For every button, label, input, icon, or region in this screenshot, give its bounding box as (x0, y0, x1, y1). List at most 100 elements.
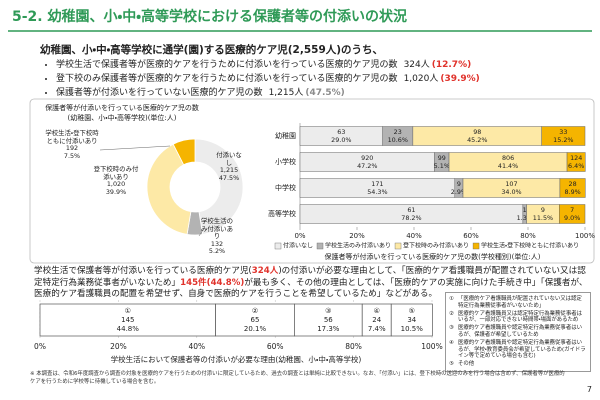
bar-count: 63 (337, 128, 345, 136)
bullet-text: 保護者等が付添いを行っていない医療的ケア児の数 (56, 88, 263, 98)
legend-number: ⑤ (449, 361, 454, 368)
legend-number: ② (449, 310, 454, 317)
bar-pct: 47.2% (357, 162, 377, 170)
bar-segment (566, 152, 586, 172)
segment-count: 24 (372, 316, 381, 324)
bar-pct: 45.2% (467, 136, 487, 144)
donut-label-value: 192 (65, 144, 79, 153)
x-tick-label: 40% (406, 232, 422, 240)
segment-pct: 44.8% (117, 325, 140, 333)
x-tick-label: 100% (421, 342, 442, 351)
bar-segment (559, 204, 586, 224)
segment-count: 145 (121, 316, 134, 324)
bar-pct: 1.3% (517, 214, 533, 222)
donut-label-name: 学校生活のみ付添いあり (201, 217, 233, 241)
bar-pct: 9.0% (564, 214, 580, 222)
x-tick-label: 60% (267, 342, 284, 351)
segment-number: ④ (374, 307, 380, 315)
title: 5-2. 幼稚園、小・中・高等学校における保護者等の付添いの状況 (12, 9, 408, 25)
legend-swatch (472, 242, 480, 250)
bar-count: 9 (457, 180, 461, 188)
donut-label: 登下校時のみ付添いあり 1,020 39.9% (92, 165, 140, 196)
donut-label-value: 1,020 (106, 180, 126, 189)
bullet-count: 1,215人 (268, 88, 304, 98)
segment-pct: 7.4% (368, 325, 386, 333)
legend-text: 医療的ケア看護職員又は認定特定行為業務従事者はいるが、一部対応できない時間帯・場… (458, 310, 582, 324)
bullet-pct: (47.5%) (305, 88, 345, 98)
legend-item: ④ 医療的ケア看護職員や認定特定行為業務従事者はいるが、学校・教育委員会が希望して… (449, 340, 587, 360)
bar-count: 107 (505, 180, 517, 188)
bar-pct: 11.5% (533, 214, 553, 222)
bar-pct: 2.9% (451, 188, 467, 196)
donut-label-name: 登下校時のみ付添いあり (93, 165, 139, 181)
paragraph: 学校生活で保護者等が付添いを行っている医療的ケア児(324人)の付添いが必要な理… (34, 266, 590, 301)
bullet-count: 324人 (403, 60, 430, 70)
paragraph-text: 324人 (251, 266, 279, 276)
bar-count: 28 (569, 180, 577, 188)
legend-number: ③ (449, 325, 454, 332)
bar-count: 124 (570, 154, 582, 162)
legend-label: 学校生活・登下校時ともに付添いあり (481, 242, 579, 250)
x-tick-label: 80% (520, 232, 536, 240)
x-tick-label: 100% (575, 232, 595, 240)
legend-number: ④ (449, 339, 454, 346)
bar-count: 171 (371, 180, 383, 188)
chart-title: 学校生活において保護者等の付添いが必要な理由(幼稚園、小・中・高等学校) (111, 354, 362, 364)
donut-label: 付添いなし 1,215 47.5% (214, 151, 244, 182)
donut-label-name: 学校生活・登下校時ともに付添いあり (45, 129, 99, 145)
bar-count: 1 (523, 206, 527, 214)
bar-pct: 41.4% (498, 162, 518, 170)
bullet-pct: (39.9%) (440, 74, 480, 84)
bar-segment (541, 126, 586, 146)
x-tick-label: 40% (188, 342, 205, 351)
bar-count: 7 (570, 206, 574, 214)
donut-label: 学校生活・登下校時ともに付添いあり 192 7.5% (44, 129, 100, 160)
x-tick-label: 80% (345, 342, 362, 351)
bar-segment (390, 303, 433, 337)
x-tick-label: 20% (349, 232, 365, 240)
segment-number: ② (252, 307, 258, 315)
chart-subtitle: (幼稚園、小・中・高等学校)(単位:人) (67, 113, 176, 122)
segment-pct: 10.5% (401, 325, 424, 333)
donut-label-pct: 39.9% (105, 187, 127, 196)
segment-number: ① (125, 307, 131, 315)
bullet-pct: (12.7%) (431, 60, 472, 70)
bar-pct: 78.2% (401, 214, 421, 222)
legend-number: ① (449, 296, 454, 302)
y-tick-label: 中学校 (275, 183, 296, 192)
bar-pct: 10.6% (388, 136, 408, 144)
bullets: 学校生活で保護者等が医療的ケアを行うために付添いを行っている医療的ケア児の数 32… (44, 58, 480, 100)
donut-label-name: 付添いなし (216, 151, 242, 167)
legend-swatch (394, 242, 402, 250)
donut-label-pct: 5.2% (208, 247, 226, 256)
legend-item: ⑤ その他 (449, 361, 587, 368)
bar-count: 98 (473, 128, 481, 136)
bullet: 登下校のみ保護者等が医療的ケアを行うために付添いを行っている医療的ケア児の数 1,… (56, 72, 480, 86)
bullet-count: 1,020人 (403, 74, 439, 84)
bar-count: 920 (361, 154, 373, 162)
leader-line (198, 229, 204, 237)
legend-label: 登下校時のみ付添いあり (403, 242, 469, 250)
legend-item: ② 医療的ケア看護職員又は認定特定行為業務従事者はいるが、一部対応できない時間帯・… (449, 311, 587, 325)
donut-slice (172, 138, 196, 166)
leader-line (99, 145, 171, 151)
donut-slice (194, 138, 244, 235)
bar-segment (361, 303, 392, 337)
bar-count: 99 (438, 154, 446, 162)
legend-item: ① 「医療的ケア看護職員が配置されていない又は認定特定行為業務従事者がいないため」 (449, 296, 587, 310)
bar-pct: 8.9% (564, 188, 580, 196)
bar-count: 33 (559, 128, 567, 136)
bullet-text: 学校生活で保護者等が医療的ケアを行うために付添いを行っている医療的ケア児の数 (56, 60, 398, 70)
bar-pct: 54.3% (367, 188, 387, 196)
legend-item: ③ 医療的ケア看護職員や認定特定行為業務従事者はいるが、保護者が希望しているため (449, 325, 587, 339)
bar-count: 61 (407, 206, 415, 214)
segment-count: 65 (251, 316, 260, 324)
reason-legend: ① 「医療的ケア看護職員が配置されていない又は認定特定行為業務従事者がいないため」… (445, 292, 591, 372)
bullet: 学校生活で保護者等が医療的ケアを行うために付添いを行っている医療的ケア児の数 32… (56, 58, 480, 72)
legend-label: 学校生活のみ付添いあり (325, 242, 391, 250)
legend-text: 医療的ケア看護職員や認定特定行為業務従事者はいるが、保護者が希望しているため (458, 325, 582, 338)
x-tick-label: 60% (463, 232, 479, 240)
legend-text: 「医療的ケア看護職員が配置されていない又は認定特定行為業務従事者がいないため」 (458, 296, 582, 309)
paragraph-text: が最も多く、その他の理由としては、「医療的ケアの実施に向けた手続き中」「保護者が… (34, 277, 588, 300)
